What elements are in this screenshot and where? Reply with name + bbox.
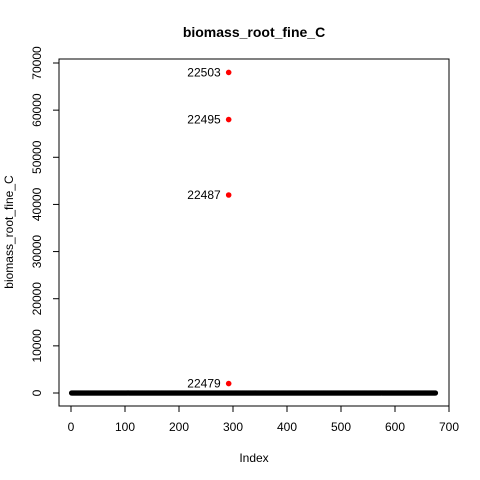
outlier-label: 22479 — [187, 377, 221, 391]
outlier-label: 22503 — [187, 65, 221, 79]
data-point — [432, 390, 439, 396]
outlier-point — [225, 192, 232, 198]
y-tick-label: 50000 — [30, 140, 44, 174]
outlier-points: 22503 22495 22487 22479 — [187, 65, 232, 391]
plot-frame — [58, 58, 450, 407]
outlier-point — [225, 380, 232, 387]
y-tick-label: 30000 — [30, 235, 44, 269]
y-tick-label: 60000 — [30, 93, 44, 127]
y-tick-label: 20000 — [30, 282, 44, 316]
outlier-point — [225, 116, 232, 123]
x-tick-label: 400 — [277, 420, 297, 434]
outlier-point — [225, 69, 232, 76]
baseline-points — [68, 390, 439, 396]
x-tick-label: 0 — [68, 420, 75, 434]
y-axis-label: biomass_root_fine_C — [2, 175, 16, 289]
x-tick-label: 300 — [223, 420, 243, 434]
x-tick-label: 100 — [115, 420, 135, 434]
y-tick-label: 0 — [30, 389, 44, 396]
y-tick-label: 10000 — [30, 329, 44, 363]
x-tick-label: 500 — [331, 420, 351, 434]
x-axis: 0 100 200 300 400 500 600 700 — [68, 405, 459, 434]
y-tick-label: 70000 — [30, 46, 44, 80]
outlier-label: 22495 — [187, 113, 221, 127]
y-tick-label: 40000 — [30, 187, 44, 221]
x-tick-label: 200 — [169, 420, 189, 434]
chart-title: biomass_root_fine_C — [183, 24, 325, 40]
x-tick-label: 600 — [385, 420, 405, 434]
x-axis-label: Index — [239, 451, 268, 465]
x-tick-label: 700 — [439, 420, 459, 434]
outlier-label: 22487 — [187, 188, 221, 202]
y-axis: 0 10000 20000 30000 40000 50000 60000 70000 — [30, 46, 60, 396]
